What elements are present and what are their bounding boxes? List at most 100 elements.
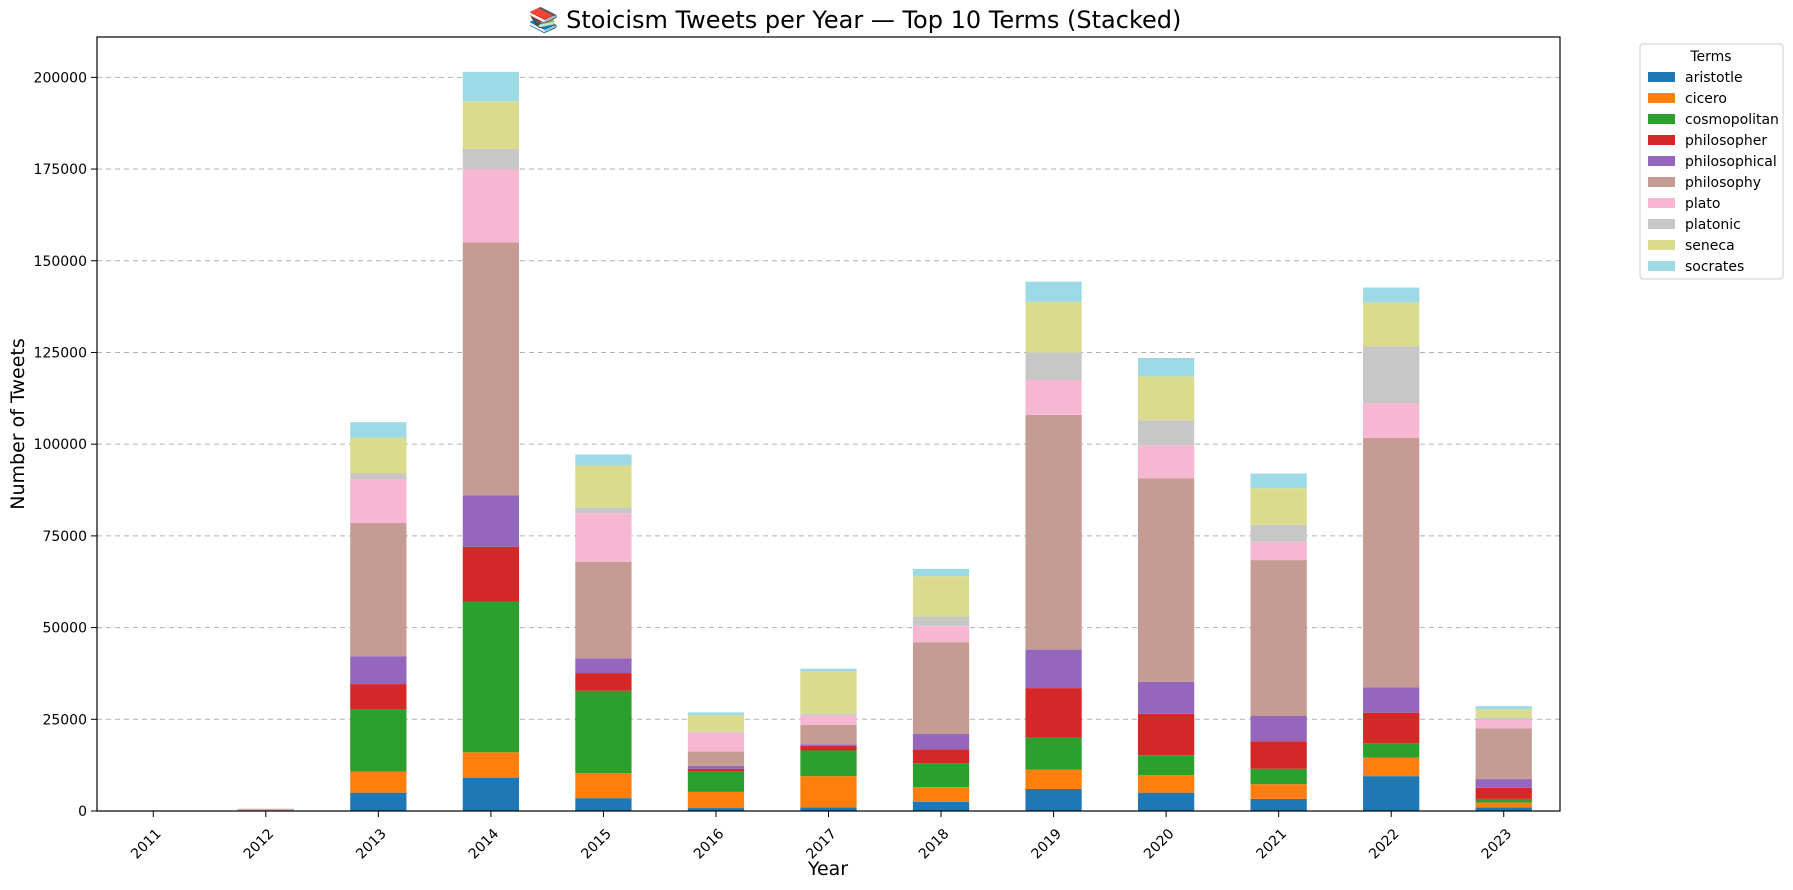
bar-segment-socrates-2016 [687,712,745,716]
bar-segment-platonic-2014 [462,148,520,170]
bar-segment-seneca-2019 [1025,301,1082,353]
y-tick-label: 0 [78,804,87,820]
bar-segment-socrates-2022 [1363,287,1420,303]
bar-segment-seneca-2017 [800,671,857,714]
bar-segment-aristotle-2019 [1025,788,1082,811]
bar-segment-plato-2020 [1137,445,1195,479]
y-axis: 0 25000 50000 75000 100000 125000 150000 175000… [34,70,97,820]
bar-segment-philosopher-2020 [1137,713,1195,756]
legend-swatch-philosopher [1648,135,1675,145]
bar-segment-socrates-2015 [575,454,632,466]
bar-segment-cicero-2014 [462,752,520,778]
bar-segment-seneca-2013 [350,437,407,474]
bar-segment-philosophy-2014 [462,242,520,496]
bar-segment-cosmopolitan-2019 [1025,737,1082,770]
bar-segment-socrates-2014 [462,71,520,102]
bar-segment-philosopher-2016 [687,768,745,772]
bar-segment-cicero-2016 [687,791,745,809]
bar-segment-cicero-2020 [1137,775,1195,793]
legend-label-philosopher: philosopher [1685,133,1767,149]
bar-segment-philosophy-2020 [1137,478,1195,682]
legend-label-platonic: platonic [1685,217,1741,233]
legend-label-plato: plato [1685,196,1720,212]
bar-segment-cicero-2021 [1250,784,1307,799]
bar-segment-seneca-2016 [687,715,745,732]
bar-segment-seneca-2015 [575,465,632,508]
bar-segment-socrates-2018 [912,568,970,577]
bar-segment-seneca-2022 [1363,302,1420,347]
bar-segment-platonic-2021 [1250,524,1307,542]
bar-segment-socrates-2021 [1250,473,1307,489]
legend-label-socrates: socrates [1685,259,1744,275]
bar-segment-aristotle-2014 [462,777,520,811]
y-tick-label: 75000 [42,529,87,545]
bar-segment-seneca-2021 [1250,488,1307,525]
bar-segment-platonic-2020 [1137,420,1195,446]
legend: Terms aristotle cicero cosmopolitan philoso… [1639,43,1784,280]
bar-segment-cicero-2018 [912,787,970,802]
legend-swatch-cicero [1648,93,1675,103]
bar-segment-philosopher-2015 [575,673,632,691]
legend-label-philosophy: philosophy [1685,175,1761,191]
bar-segment-cosmopolitan-2016 [687,771,745,792]
bar-segment-philosophy-2017 [800,724,857,745]
bar-segment-philosopher-2023 [1475,787,1532,799]
legend-swatch-platonic [1648,219,1675,229]
bar-segment-philosophical-2016 [687,765,745,769]
bar-segment-seneca-2023 [1475,709,1532,718]
bar-segment-platonic-2018 [912,616,970,626]
bar-segment-philosophy-2015 [575,561,632,659]
legend-swatch-socrates [1648,261,1675,271]
bar-segment-philosophical-2020 [1137,681,1195,714]
bar-segment-seneca-2018 [912,576,970,617]
y-tick-label: 125000 [34,345,87,361]
bar-segment-seneca-2014 [462,101,520,149]
bar-segment-socrates-2013 [350,422,407,438]
legend-label-cosmopolitan: cosmopolitan [1685,112,1779,128]
bar-segment-platonic-2017 [800,713,857,716]
bar-segment-cicero-2019 [1025,769,1082,789]
bar-segment-plato-2016 [687,732,745,752]
y-tick-label: 25000 [42,712,87,728]
bar-segment-philosophy-2018 [912,642,970,734]
bar-segment-cosmopolitan-2022 [1363,743,1420,758]
bar-segment-aristotle-2015 [575,798,632,811]
legend-swatch-philosophy [1648,177,1675,187]
bar-segment-philosophy-2023 [1475,728,1532,780]
y-tick-label: 100000 [34,437,87,453]
bar-segment-philosopher-2013 [350,684,407,710]
bar-segment-plato-2023 [1475,720,1532,729]
y-tick-label: 175000 [34,162,87,178]
bar-segment-aristotle-2022 [1363,776,1420,811]
bar-segment-aristotle-2017 [800,807,857,811]
bar-segment-philosophical-2018 [912,733,970,750]
bar-segment-philosopher-2019 [1025,688,1082,738]
bar-segment-cosmopolitan-2015 [575,690,632,774]
legend-title: Terms [1689,49,1731,65]
legend-label-aristotle: aristotle [1685,70,1743,86]
bars [237,71,1532,811]
bar-segment-cosmopolitan-2020 [1137,755,1195,776]
bar-segment-plato-2019 [1025,379,1082,415]
bar-segment-cosmopolitan-2018 [912,763,970,788]
bar-segment-aristotle-2013 [350,792,407,811]
bar-segment-philosophy-2012 [237,809,294,811]
bar-segment-plato-2017 [800,715,857,725]
bar-segment-philosophical-2013 [350,656,407,685]
bar-segment-cosmopolitan-2017 [800,750,857,777]
x-axis-label: Year [807,858,848,880]
bar-segment-philosophical-2023 [1475,779,1532,788]
bar-segment-philosophical-2015 [575,658,632,674]
gridlines [97,76,1560,720]
bar-segment-platonic-2015 [575,507,632,514]
bar-segment-aristotle-2021 [1250,798,1307,811]
legend-box [1639,43,1784,280]
bar-segment-philosopher-2021 [1250,741,1307,769]
legend-label-cicero: cicero [1685,91,1727,107]
bar-segment-platonic-2019 [1025,352,1082,380]
bar-segment-cosmopolitan-2013 [350,709,407,772]
bar-segment-philosopher-2018 [912,749,970,764]
bar-segment-plato-2022 [1363,403,1420,438]
bar-segment-plato-2014 [462,169,520,243]
